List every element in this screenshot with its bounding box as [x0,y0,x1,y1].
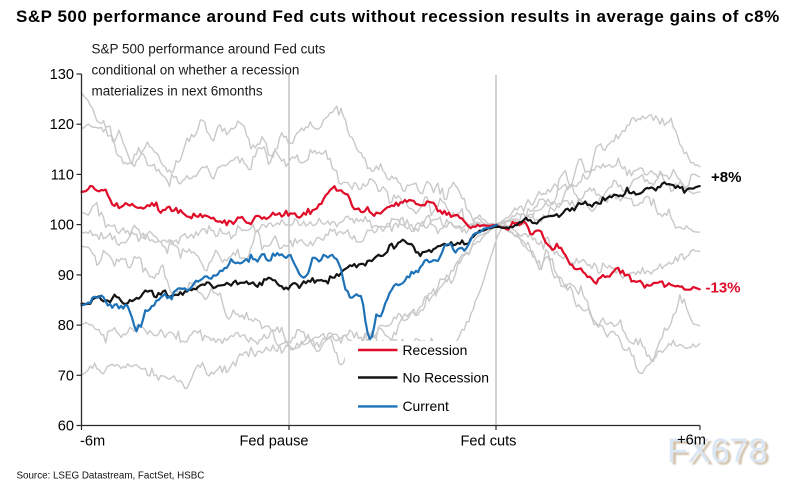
svg-text:+6m: +6m [677,433,706,449]
svg-text:Fed cuts: Fed cuts [461,434,517,450]
svg-text:120: 120 [50,117,74,133]
svg-text:Source: LSEG Datastream, FactS: Source: LSEG Datastream, FactSet, HSBC [17,471,205,482]
svg-text:FX678: FX678 [667,432,767,470]
svg-text:110: 110 [51,167,74,183]
svg-text:materializes in next 6months: materializes in next 6months [92,84,263,99]
svg-text:No Recession: No Recession [403,369,489,385]
svg-text:-13%: -13% [706,280,741,297]
svg-text:90: 90 [58,268,74,284]
svg-text:130: 130 [50,67,74,83]
svg-text:+8%: +8% [711,169,741,186]
svg-text:100: 100 [50,218,74,234]
svg-text:80: 80 [58,318,74,334]
svg-text:60: 60 [58,419,74,435]
svg-text:70: 70 [58,368,74,384]
svg-text:S&P 500 performance around Fed: S&P 500 performance around Fed cuts with… [16,7,780,26]
svg-text:FX678: FX678 [670,435,770,473]
svg-text:Fed pause: Fed pause [240,434,309,450]
svg-text:-6m: -6m [80,434,105,450]
svg-text:Current: Current [403,398,449,414]
svg-text:Recession: Recession [403,342,468,358]
svg-text:conditional on whether a reces: conditional on whether a recession [92,63,300,78]
svg-text:S&P 500 performance around Fed: S&P 500 performance around Fed cuts [92,42,326,57]
